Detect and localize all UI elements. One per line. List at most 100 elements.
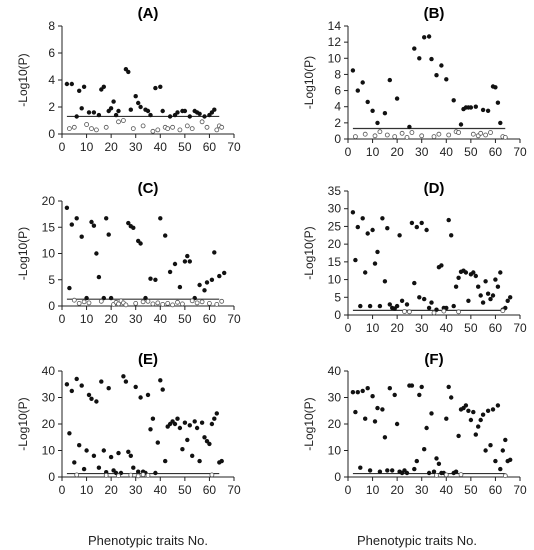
data-point-significant	[498, 466, 503, 472]
y-tick-label: 10	[328, 444, 342, 458]
y-tick-label: 30	[328, 391, 342, 405]
y-tick-label: 30	[42, 391, 56, 405]
data-point-significant	[382, 435, 388, 440]
data-point-nonsignificant	[478, 130, 484, 136]
y-tick-label: 40	[42, 364, 56, 378]
y-tick-label: 10	[328, 51, 342, 65]
data-point-significant	[493, 85, 498, 90]
x-tick-label: 50	[178, 140, 192, 154]
data-point-significant	[101, 448, 107, 453]
y-tick-label: 0	[48, 127, 55, 141]
data-point-significant	[387, 77, 392, 83]
data-point-significant	[86, 110, 92, 115]
data-point-significant	[167, 269, 173, 275]
data-point-nonsignificant	[443, 472, 449, 478]
data-point-significant	[468, 105, 474, 110]
data-point-significant	[155, 440, 160, 445]
data-point-significant	[136, 469, 141, 474]
data-point-significant	[480, 300, 486, 305]
data-point-significant	[495, 403, 501, 408]
data-point-significant	[463, 403, 469, 408]
data-point-significant	[422, 447, 427, 452]
x-tick-label: 30	[415, 145, 429, 159]
data-point-nonsignificant	[130, 126, 136, 132]
data-point-significant	[367, 468, 373, 473]
data-point-nonsignificant	[145, 298, 151, 304]
data-point-significant	[64, 382, 70, 387]
x-tick-label: 70	[227, 312, 241, 326]
data-point-significant	[468, 417, 474, 423]
data-point-nonsignificant	[103, 472, 109, 478]
x-tick-label: 10	[366, 483, 380, 497]
data-point-significant	[390, 468, 395, 473]
x-tick-label: 60	[489, 145, 503, 159]
data-point-significant	[108, 454, 114, 460]
data-point-significant	[429, 56, 434, 62]
data-point-nonsignificant	[483, 132, 489, 138]
data-point-significant	[385, 468, 390, 473]
data-point-significant	[106, 232, 111, 237]
data-point-significant	[202, 435, 207, 440]
x-tick-label: 10	[80, 312, 94, 326]
data-point-nonsignificant	[500, 308, 506, 314]
data-point-nonsignificant	[98, 298, 104, 304]
data-point-significant	[121, 374, 126, 379]
data-point-significant	[456, 275, 461, 280]
data-point-significant	[431, 469, 437, 474]
data-point-significant	[463, 270, 469, 275]
y-tick-label: 8	[334, 67, 341, 81]
data-point-significant	[81, 466, 87, 472]
data-point-significant	[424, 425, 429, 431]
data-point-nonsignificant	[419, 133, 425, 139]
y-tick-label: 0	[48, 299, 55, 313]
data-point-significant	[199, 420, 205, 425]
data-point-significant	[417, 295, 422, 300]
x-tick-label: 50	[178, 483, 192, 497]
data-point-significant	[490, 293, 496, 298]
data-point-nonsignificant	[404, 134, 410, 140]
x-tick-label: 60	[203, 483, 217, 497]
data-point-nonsignificant	[470, 131, 476, 137]
data-point-significant	[422, 296, 427, 302]
data-point-significant	[485, 108, 491, 114]
data-point-significant	[91, 110, 97, 115]
data-point-significant	[145, 392, 151, 398]
panel-e: (E) -Log10(P) 0 10 20 30 40 0 10 20 30 40 50 60 70	[16, 351, 241, 497]
y-tick-label: 6	[334, 84, 341, 98]
data-point-significant	[180, 447, 185, 452]
data-point-significant	[194, 425, 200, 431]
data-point-nonsignificant	[502, 134, 508, 140]
data-point-significant	[197, 282, 202, 288]
x-tick-label: 70	[513, 483, 527, 497]
data-point-nonsignificant	[128, 472, 134, 478]
y-axis-label: -Log10(P)	[302, 226, 316, 279]
data-point-significant	[212, 107, 217, 112]
data-point-significant	[160, 108, 165, 114]
x-tick-label: 60	[203, 312, 217, 326]
data-point-significant	[182, 108, 188, 114]
data-point-significant	[160, 387, 165, 392]
data-point-significant	[380, 407, 385, 412]
data-point-significant	[148, 276, 153, 281]
data-point-nonsignificant	[170, 124, 176, 130]
data-point-significant	[350, 68, 356, 73]
data-point-significant	[471, 270, 476, 275]
data-point-significant	[94, 251, 99, 256]
y-tick-label: 10	[328, 273, 342, 287]
data-point-nonsignificant	[155, 127, 161, 133]
data-point-significant	[426, 470, 432, 476]
y-axis-label: -Log10(P)	[16, 397, 30, 450]
data-point-nonsignificant	[71, 297, 77, 303]
y-tick-label: 20	[42, 417, 56, 431]
data-point-significant	[412, 46, 417, 51]
x-tick-label: 70	[513, 145, 527, 159]
data-point-significant	[79, 106, 84, 111]
data-point-significant	[409, 220, 415, 226]
data-point-significant	[145, 108, 151, 114]
data-point-significant	[108, 106, 114, 111]
data-point-significant	[138, 395, 143, 400]
data-point-significant	[429, 411, 434, 416]
bottom-x-axis-label-right: Phenotypic traits No.	[357, 533, 477, 548]
data-point-significant	[355, 88, 360, 93]
